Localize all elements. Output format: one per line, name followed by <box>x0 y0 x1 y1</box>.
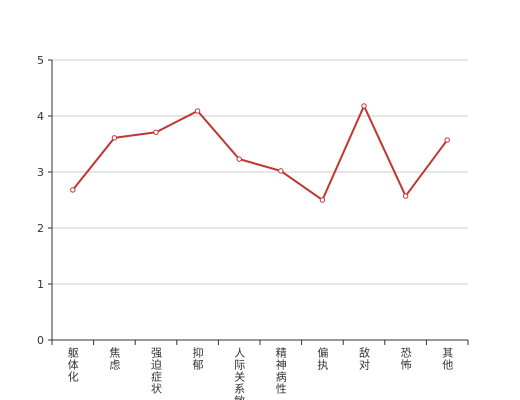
y-tick-label: 1 <box>37 278 44 291</box>
point <box>319 197 326 203</box>
point <box>278 168 284 174</box>
x-tick-label: 恐怖 <box>399 347 412 371</box>
y-tick-label: 2 <box>37 222 44 235</box>
point <box>236 156 242 162</box>
x-tick-label: 焦虑 <box>108 347 121 371</box>
point <box>70 187 76 193</box>
point <box>194 108 201 114</box>
y-tick-label: 4 <box>37 110 44 123</box>
x-tick-label: 躯体化 <box>66 347 79 383</box>
y-tick-label: 5 <box>37 54 44 67</box>
x-tick-label: 精神病性 <box>274 347 287 395</box>
x-tick-label: 人际关系敏感 <box>233 347 246 400</box>
point <box>361 103 367 109</box>
x-tick-label: 偏执 <box>316 346 329 371</box>
point <box>153 129 159 135</box>
point <box>444 137 450 143</box>
x-tick-label: 敌对 <box>358 346 371 371</box>
line <box>72 103 449 202</box>
x-tick-label: 抑郁 <box>191 346 204 371</box>
y-tick-label: 3 <box>37 166 44 179</box>
point <box>111 135 118 141</box>
x-tick-label: 其他 <box>441 347 454 371</box>
point <box>402 193 409 199</box>
x-tick-label: 强迫症状 <box>150 347 163 395</box>
y-tick-label: 0 <box>37 334 44 347</box>
